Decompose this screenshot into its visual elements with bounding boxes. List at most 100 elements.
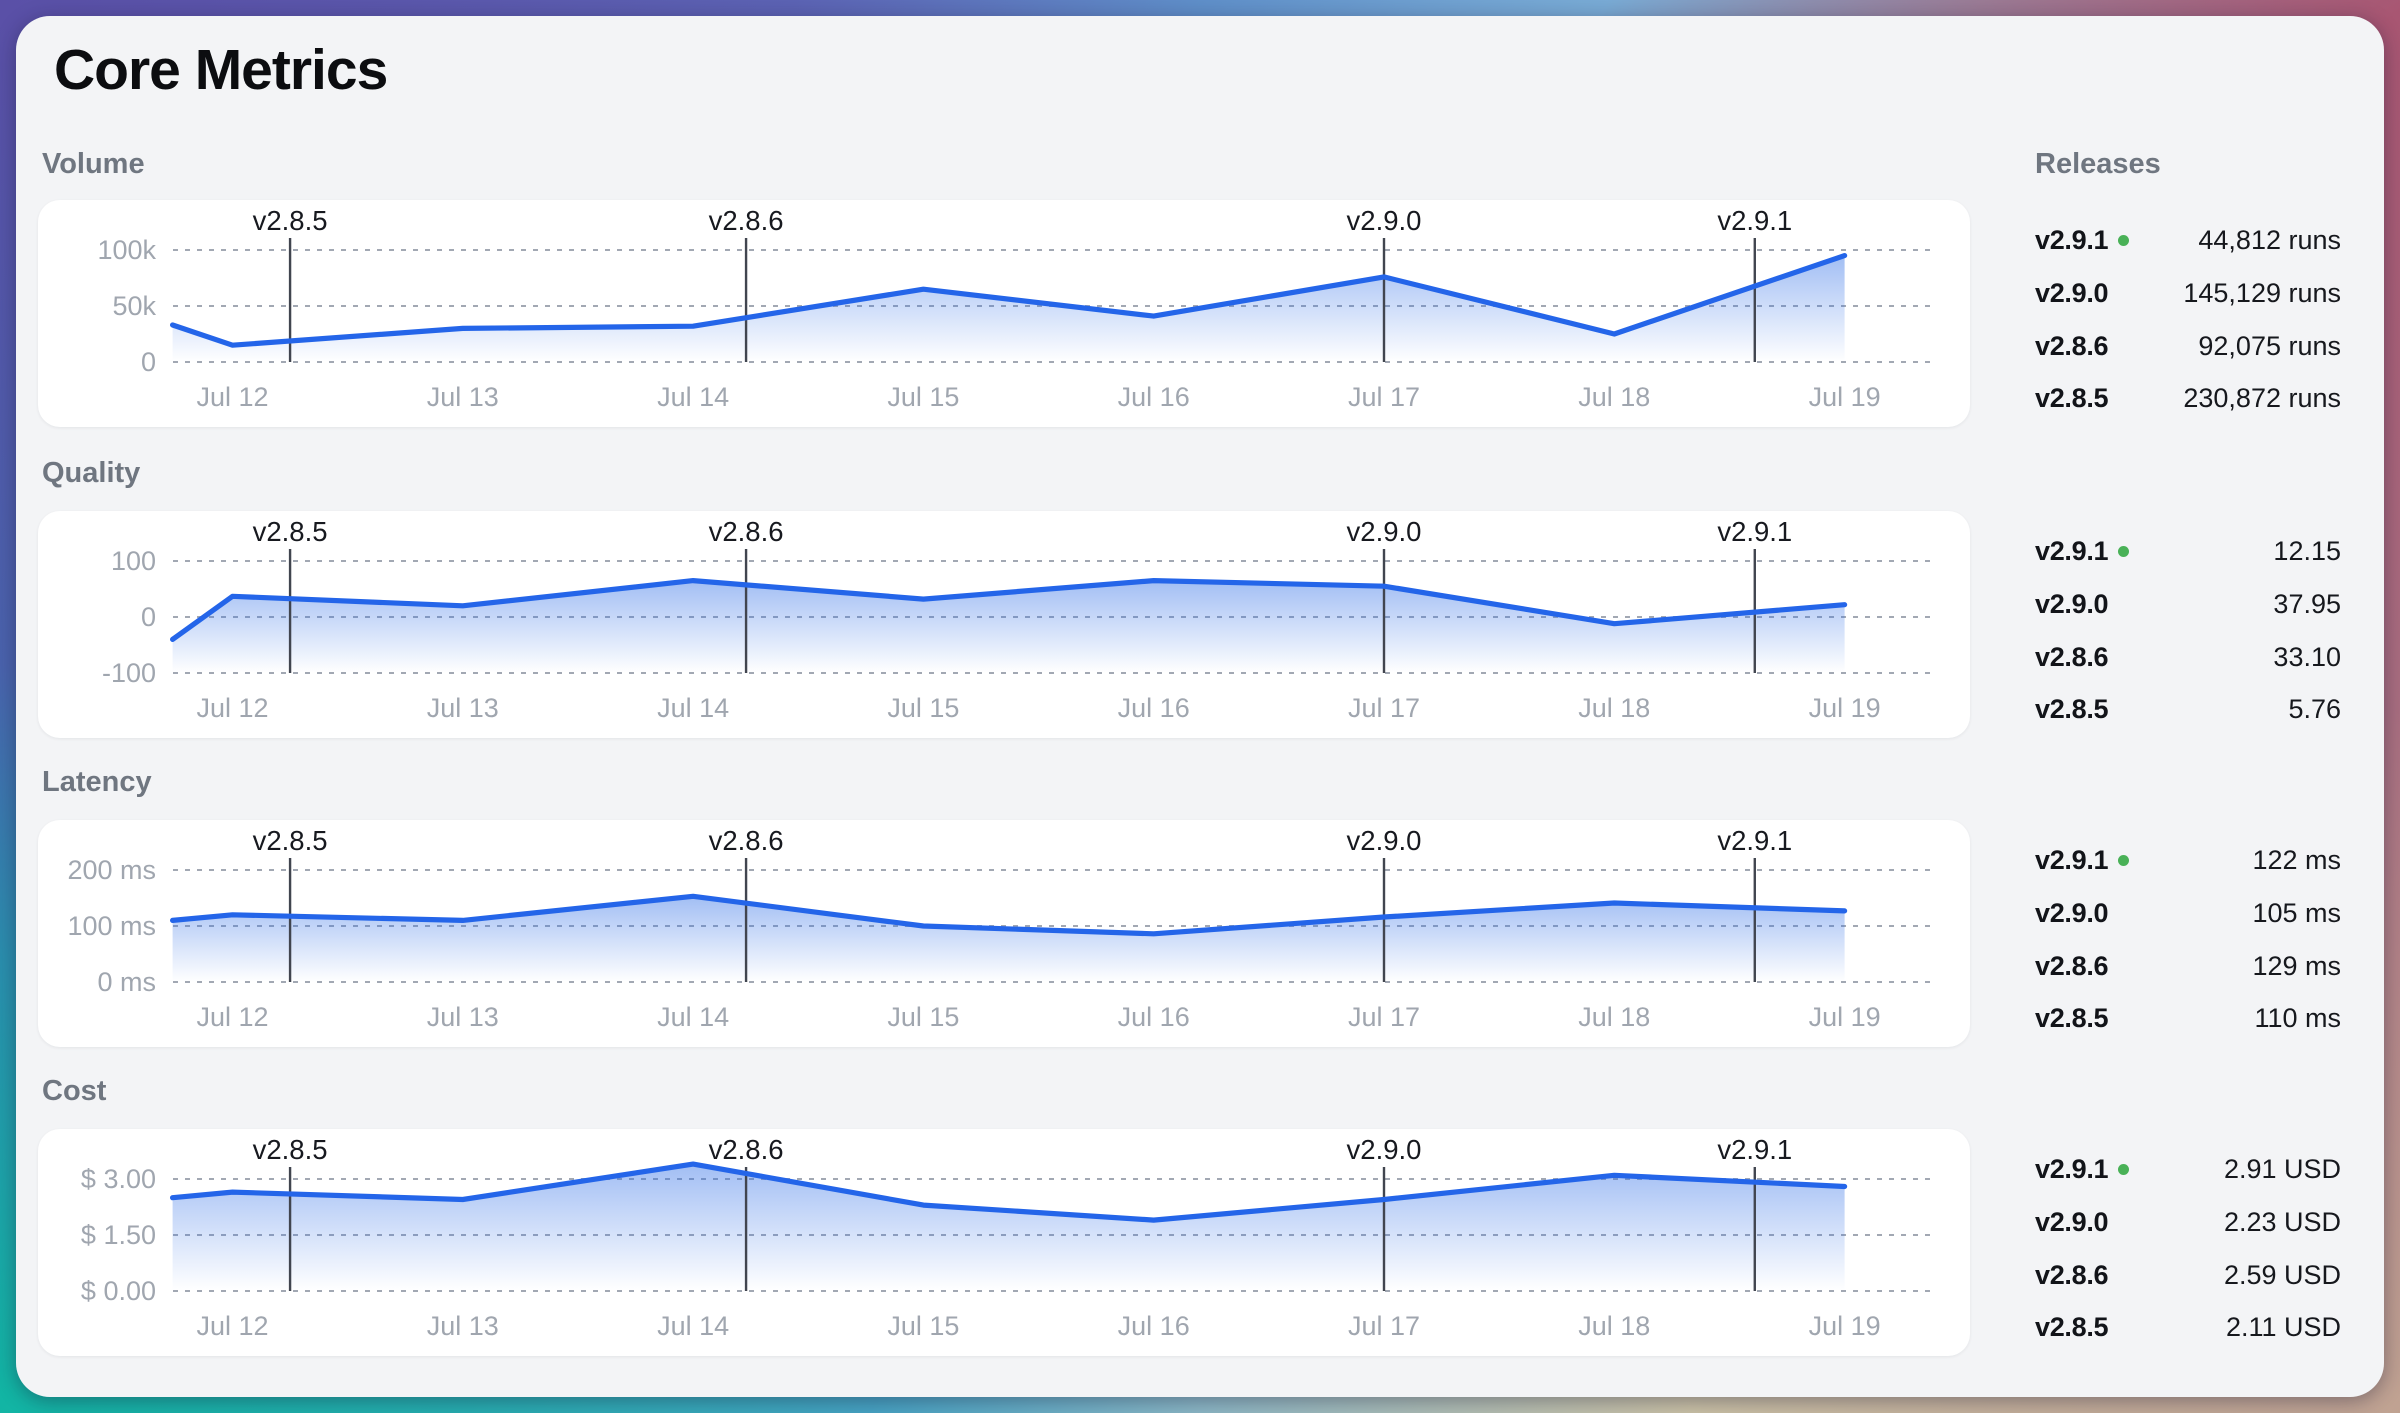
x-axis-tick-label: Jul 17 [1348, 693, 1420, 723]
section-label-latency: Latency [42, 766, 152, 798]
x-axis-tick-label: Jul 16 [1118, 382, 1190, 412]
y-axis-tick-label: 0 [141, 347, 156, 377]
release-version-label: v2.8.5 [2035, 1003, 2109, 1034]
y-axis-tick-label: 0 ms [97, 967, 156, 997]
y-axis-tick-label: 100k [97, 235, 156, 265]
release-value: 92,075 runs [2198, 330, 2341, 361]
x-axis-tick-label: Jul 14 [657, 1002, 729, 1032]
release-row-quality-v2.8.6: v2.8.6 33.10 [2035, 640, 2341, 674]
release-value: 230,872 runs [2183, 382, 2341, 413]
release-row-cost-v2.8.5: v2.8.5 2.11 USD [2035, 1310, 2341, 1344]
x-axis-tick-label: Jul 16 [1118, 1002, 1190, 1032]
latency-area-fill [172, 896, 1845, 982]
y-axis-tick-label: -100 [102, 658, 156, 688]
release-version-text: v2.9.1 [2035, 535, 2109, 566]
release-row-latency-v2.8.6: v2.8.6 129 ms [2035, 949, 2341, 983]
x-axis-tick-label: Jul 12 [196, 1311, 268, 1341]
chart-card-volume: 100k 50k 0 Jul 12 Jul 13 Jul 14 Jul 15 Jul 16 Ju… [38, 200, 1970, 427]
release-marker-label: v2.9.1 [1717, 205, 1792, 236]
x-axis-tick-label: Jul 18 [1578, 382, 1650, 412]
y-axis-tick-label: 50k [112, 291, 156, 321]
release-version-text: v2.8.5 [2035, 693, 2109, 724]
x-axis-tick-label: Jul 19 [1809, 693, 1881, 723]
x-axis-tick-label: Jul 19 [1809, 1002, 1881, 1032]
x-axis-tick-label: Jul 12 [196, 382, 268, 412]
release-value: 12.15 [2273, 535, 2341, 566]
x-axis-tick-label: Jul 14 [657, 382, 729, 412]
release-version-label: v2.8.5 [2035, 383, 2109, 414]
volume-series-line [170, 253, 1848, 348]
release-row-cost-v2.9.0: v2.9.0 2.23 USD [2035, 1205, 2341, 1239]
x-axis-tick-label: Jul 17 [1348, 382, 1420, 412]
x-axis-tick-label: Jul 15 [887, 1311, 959, 1341]
release-version-label: v2.9.1 [2035, 535, 2130, 567]
x-axis-tick-label: Jul 15 [887, 1002, 959, 1032]
latency-chart: 200 ms 100 ms 0 ms Jul 12 Jul 13 Jul 14 Jul 15… [67, 825, 1936, 1032]
release-version-label: v2.8.6 [2035, 330, 2109, 362]
release-value: 37.95 [2273, 588, 2341, 619]
y-axis-tick-label: 100 [111, 546, 156, 576]
release-version-text: v2.9.1 [2035, 224, 2109, 255]
release-version-label: v2.8.6 [2035, 641, 2109, 673]
quality-series-line [170, 578, 1848, 642]
release-marker-label: v2.9.0 [1347, 825, 1422, 856]
x-axis-tick-label: Jul 12 [196, 693, 268, 723]
x-axis-tick-label: Jul 14 [657, 1311, 729, 1341]
release-version-label: v2.8.6 [2035, 1260, 2109, 1291]
volume-chart: 100k 50k 0 Jul 12 Jul 13 Jul 14 Jul 15 Jul 16 Ju… [97, 205, 1936, 412]
y-axis-tick-label: $ 3.00 [81, 1164, 156, 1194]
section-label-cost: Cost [42, 1075, 107, 1107]
release-value: 44,812 runs [2198, 224, 2341, 255]
release-row-quality-v2.9.0: v2.9.0 37.95 [2035, 587, 2341, 621]
release-version-text: v2.9.0 [2035, 897, 2109, 928]
page-title: Core Metrics [54, 38, 388, 102]
release-version-text: v2.8.6 [2035, 641, 2109, 672]
x-axis-tick-label: Jul 19 [1809, 1311, 1881, 1341]
release-marker-label: v2.9.0 [1347, 1134, 1422, 1165]
release-row-volume-v2.9.1: v2.9.1 44,812 runs [2035, 223, 2341, 257]
release-version-text: v2.8.6 [2035, 950, 2109, 981]
section-label-volume: Volume [42, 148, 145, 180]
x-axis-tick-label: Jul 12 [196, 1002, 268, 1032]
release-marker-label: v2.9.1 [1717, 1134, 1792, 1165]
release-version-text: v2.8.5 [2035, 1311, 2109, 1342]
y-axis-tick-label: 100 ms [67, 911, 156, 941]
release-marker-label: v2.8.6 [709, 1134, 784, 1165]
quality-area-fill [172, 580, 1845, 673]
x-axis-tick-label: Jul 13 [427, 1002, 499, 1032]
release-value: 110 ms [2254, 1002, 2341, 1033]
x-axis-tick-label: Jul 18 [1578, 1311, 1650, 1341]
x-axis-tick-label: Jul 19 [1809, 382, 1881, 412]
cost-area-fill [172, 1164, 1845, 1291]
current-release-dot-icon [2118, 545, 2130, 557]
chart-card-cost: $ 3.00 $ 1.50 $ 0.00 Jul 12 Jul 13 Jul 14 Jul … [38, 1129, 1970, 1356]
releases-panel-title: Releases [2035, 148, 2161, 180]
x-axis-tick-label: Jul 16 [1118, 1311, 1190, 1341]
release-value: 5.76 [2288, 693, 2341, 724]
release-version-label: v2.8.6 [2035, 950, 2109, 982]
x-axis-tick-label: Jul 18 [1578, 1002, 1650, 1032]
release-value: 2.91 USD [2223, 1153, 2341, 1184]
x-axis-tick-label: Jul 17 [1348, 1002, 1420, 1032]
release-version-label: v2.9.0 [2035, 589, 2109, 620]
x-axis-tick-label: Jul 13 [427, 382, 499, 412]
release-version-text: v2.8.6 [2035, 330, 2109, 361]
x-axis-tick-label: Jul 13 [427, 693, 499, 723]
release-marker-label: v2.8.6 [709, 205, 784, 236]
chart-card-quality: 100 0 -100 Jul 12 Jul 13 Jul 14 Jul 15 Jul 16 Ju… [38, 511, 1970, 738]
release-marker-label: v2.9.0 [1347, 516, 1422, 547]
y-axis-tick-label: $ 0.00 [81, 1276, 156, 1306]
release-row-quality-v2.8.5: v2.8.5 5.76 [2035, 692, 2341, 726]
release-row-volume-v2.9.0: v2.9.0 145,129 runs [2035, 276, 2341, 310]
release-marker-label: v2.9.1 [1717, 825, 1792, 856]
x-axis-tick-label: Jul 13 [427, 1311, 499, 1341]
release-marker-label: v2.9.1 [1717, 516, 1792, 547]
y-axis-tick-label: 200 ms [67, 855, 156, 885]
dashboard-panel: Core Metrics Releases Volume 100k 50k 0 Jul … [16, 16, 2384, 1397]
current-release-dot-icon [2118, 854, 2130, 866]
release-version-label: v2.8.5 [2035, 1311, 2109, 1343]
y-axis-tick-label: $ 1.50 [81, 1220, 156, 1250]
release-version-text: v2.9.1 [2035, 1153, 2109, 1184]
release-marker-label: v2.8.6 [709, 516, 784, 547]
